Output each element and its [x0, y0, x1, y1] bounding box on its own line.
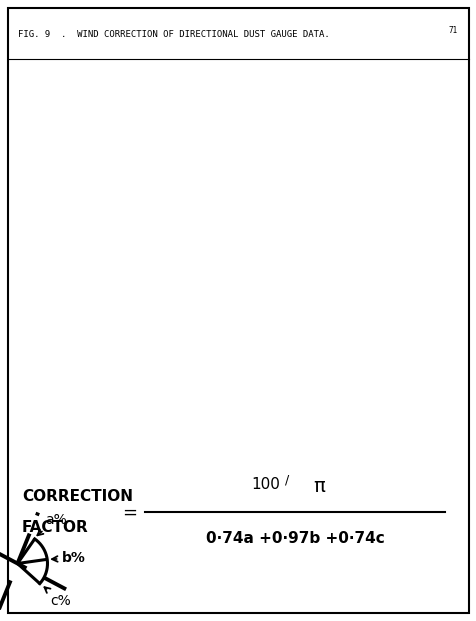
Text: CORRECTION: CORRECTION [22, 489, 133, 504]
Text: /: / [284, 474, 288, 486]
Text: 0·74a +0·97b +0·74c: 0·74a +0·97b +0·74c [205, 531, 384, 546]
Text: FIG. 9  .  WIND CORRECTION OF DIRECTIONAL DUST GAUGE DATA.: FIG. 9 . WIND CORRECTION OF DIRECTIONAL … [18, 30, 329, 39]
Text: b%: b% [52, 551, 86, 565]
Text: =: = [122, 504, 137, 521]
Text: π: π [312, 477, 324, 496]
Text: c%: c% [44, 587, 70, 607]
Text: 100: 100 [250, 477, 279, 492]
Text: 71: 71 [447, 26, 456, 35]
Text: a%: a% [37, 513, 66, 535]
Text: FACTOR: FACTOR [22, 520, 89, 535]
